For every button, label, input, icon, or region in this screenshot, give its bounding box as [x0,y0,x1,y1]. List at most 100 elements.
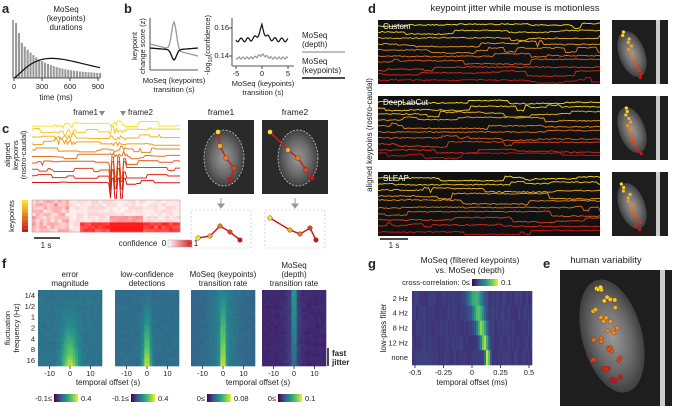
heatmap-cell [270,334,273,337]
heatmap-cell [297,290,300,293]
confidence-cell [173,216,177,220]
heatmap-cell [43,296,46,299]
heatmap-cell [150,296,153,299]
heatmap-cell [252,303,255,306]
heatmap-cell [166,325,169,328]
heatmap-cell [286,357,289,360]
heatmap-cell [289,296,292,299]
heatmap-cell [289,309,292,312]
heatmap-cell [244,309,247,312]
heatmap-cell [510,335,512,350]
heatmap-cell [142,347,145,350]
heatmap-cell [283,363,286,366]
heatmap-cell [262,303,265,306]
keypoint [639,76,642,79]
heatmap-cell [454,306,456,321]
heatmap-cell [286,300,289,303]
confidence-cell [125,200,129,204]
colorbar [54,394,78,402]
heatmap-cell [286,309,289,312]
confidence-cell [176,203,180,207]
heatmap-cell [315,322,318,325]
heatmap-cell [448,291,450,306]
heatmap-cell [236,325,239,328]
label: aligned keypoins (rostro-caudal) [365,78,374,192]
heatmap-cell [202,360,205,363]
heatmap-cell [247,347,250,350]
heatmap-cell [89,315,92,318]
heatmap-cell [128,293,131,296]
heatmap-cell [204,350,207,353]
keypoint-swatch [22,210,28,213]
heatmap-cell [123,341,126,344]
heatmap-cell [484,350,486,365]
heatmap-cell [231,293,234,296]
keypoint [298,232,303,237]
heatmap-cell [59,357,62,360]
keypoint [632,203,635,206]
heatmap-cell [89,319,92,322]
heatmap-cell [120,322,123,325]
heatmap-cell [247,325,250,328]
heatmap-cell [291,353,294,356]
heatmap-cell [420,306,422,321]
heatmap-cell [456,306,458,321]
heatmap-cell [470,335,472,350]
heatmap-cell [530,321,532,336]
heatmap-cell [142,322,145,325]
heatmap-cell [244,315,247,318]
heatmap-cell [202,353,205,356]
heatmap-cell [291,357,294,360]
heatmap-cell [38,360,41,363]
heatmap-cell [448,321,450,336]
heatmap-cell [131,344,134,347]
heatmap-cell [305,344,308,347]
heatmap-cell [191,344,194,347]
heatmap-cell [131,309,134,312]
heatmap-cell [73,353,76,356]
heatmap-cell [128,334,131,337]
heatmap-cell [57,309,60,312]
heatmap-cell [273,338,276,341]
confidence-cell [69,219,73,223]
confidence-cell [132,203,136,207]
heatmap-cell [155,300,158,303]
heatmap-cell [480,321,482,336]
heatmap-cell [286,350,289,353]
heatmap-cell [131,334,134,337]
heatmap-cell [136,350,139,353]
keypoint [626,124,629,127]
heatmap-cell [494,306,496,321]
heatmap-cell [302,303,305,306]
heatmap-cell [502,306,504,321]
heatmap-cell [144,319,147,322]
heatmap-cell [46,325,49,328]
confidence-cell [165,216,169,220]
keypoint [627,196,630,199]
heatmap-cell [318,300,321,303]
heatmap-cell [115,293,118,296]
heatmap-cell [262,363,265,366]
heatmap-cell [244,319,247,322]
heatmap-cell [508,306,510,321]
heatmap-cell [283,322,286,325]
heatmap-cell [176,344,179,347]
heatmap-cell [275,315,278,318]
heatmap-cell [166,312,169,315]
heatmap-cell [234,312,237,315]
heatmap-cell [59,296,62,299]
heatmap-cell [120,325,123,328]
heatmap-cell [194,344,197,347]
heatmap-cell [502,335,504,350]
heatmap-cell [51,325,54,328]
heatmap-cell [275,309,278,312]
heatmap-cell [128,331,131,334]
heatmap-cell [315,360,318,363]
heatmap-cell [168,334,171,337]
heatmap-cell [267,328,270,331]
heatmap-cell [428,306,430,321]
heatmap-cell [136,296,139,299]
confidence-cell [80,213,84,217]
confidence-cell [36,200,40,204]
heatmap-cell [202,347,205,350]
